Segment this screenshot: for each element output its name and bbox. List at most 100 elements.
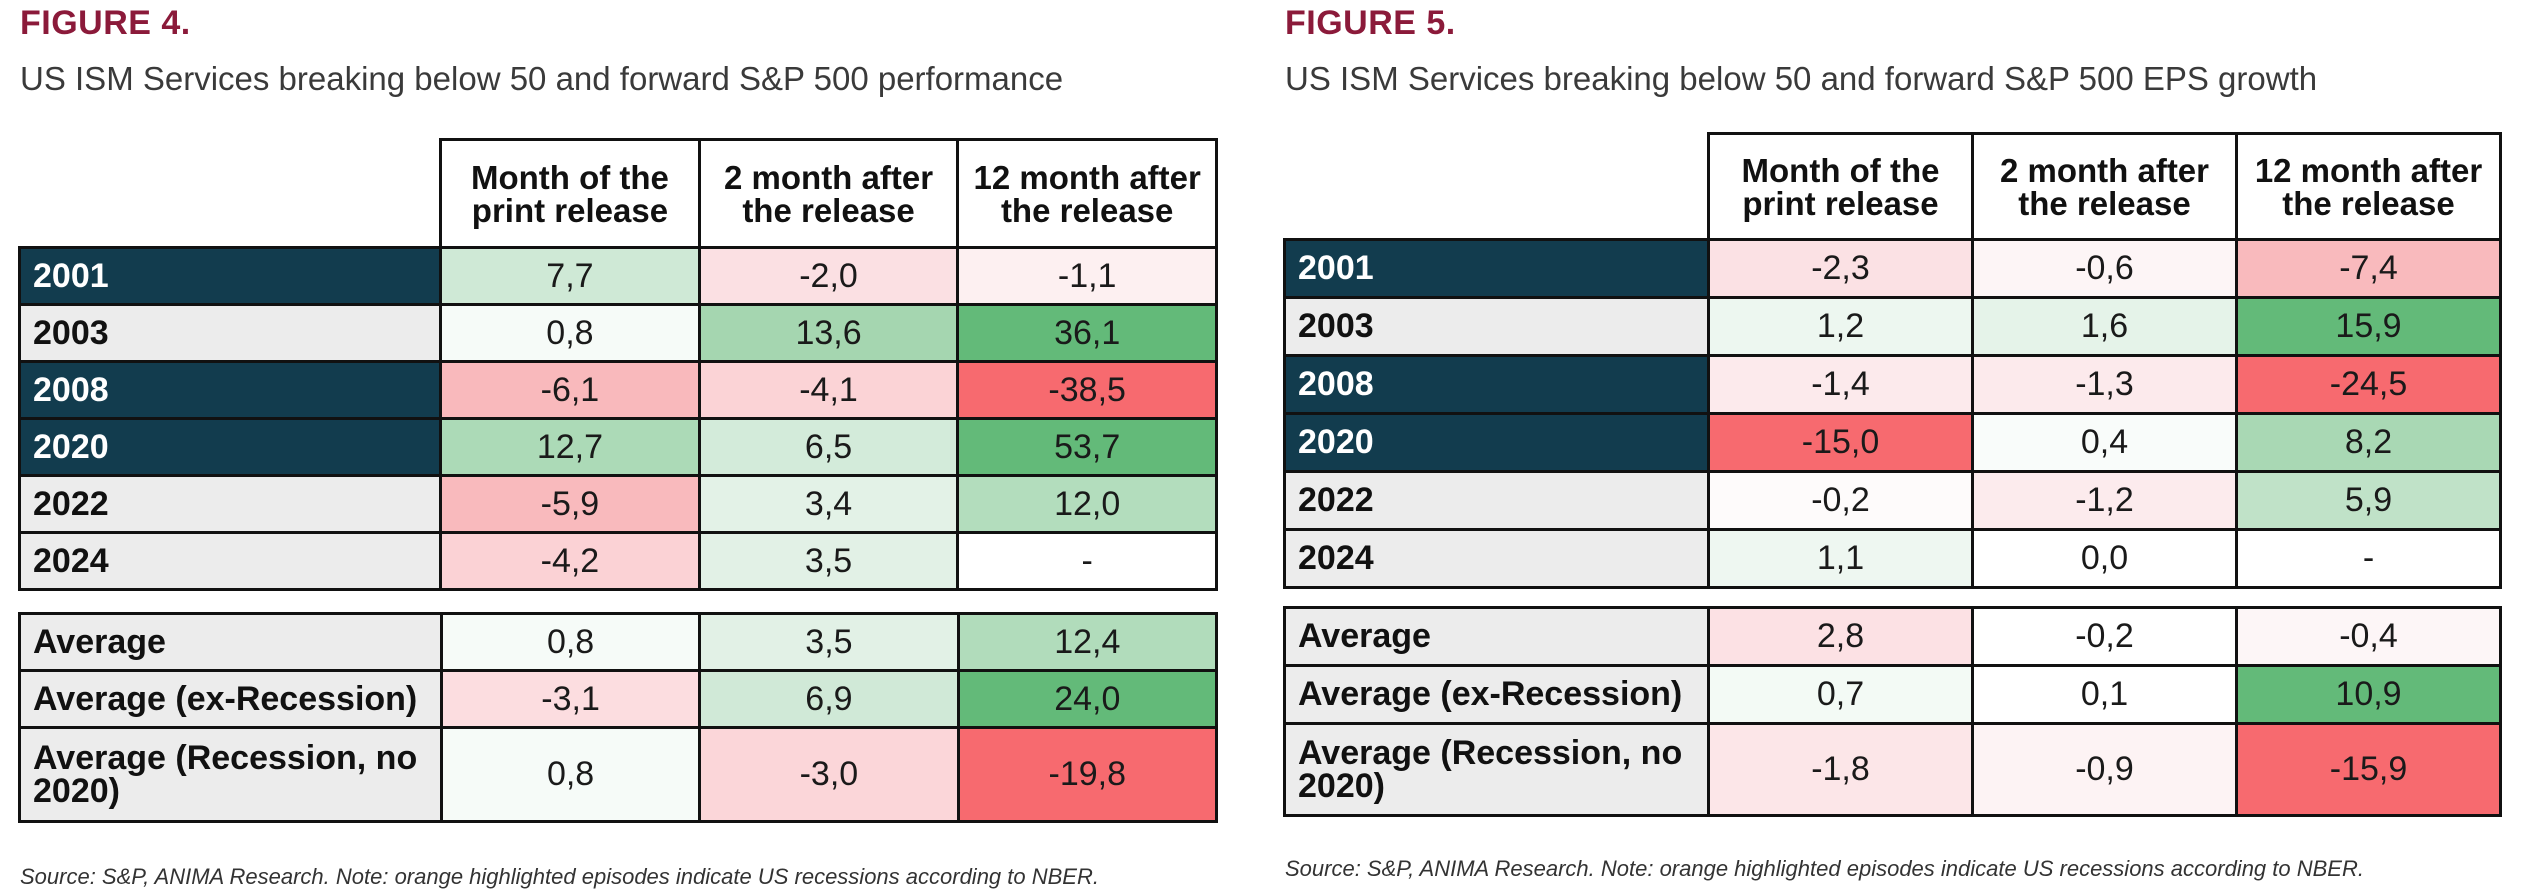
row-label: Average (Recession, no 2020): [1283, 722, 1710, 817]
table-row: 2022 -5,9 3,4 12,0: [17, 474, 1218, 534]
column-header: Month of the print release: [439, 138, 701, 249]
value-cell: 0,8: [439, 726, 702, 823]
value-cell: 0,4: [1971, 412, 2238, 473]
table-row: 2003 1,2 1,6 15,9: [1283, 296, 2502, 357]
value-cell: -0,2: [1971, 606, 2238, 667]
value-cell: 0,0: [1971, 528, 2238, 589]
header-blank-cell: [19, 139, 443, 249]
row-label: 2001: [17, 246, 443, 306]
value-cell: 0,8: [439, 303, 701, 363]
summary-table: Average 2,8 -0,2 -0,4 Average (ex-Recess…: [1283, 606, 2502, 817]
column-header: Month of the print release: [1707, 132, 1974, 241]
figure-label: FIGURE 5.: [1285, 4, 1456, 42]
column-header: 12 month after the release: [2235, 132, 2502, 241]
table-row: 2001 7,7 -2,0 -1,1: [17, 246, 1218, 306]
value-cell: -0,9: [1971, 722, 2238, 817]
value-cell: 36,1: [956, 303, 1218, 363]
row-label: 2008: [1283, 354, 1710, 415]
value-cell: 3,5: [697, 531, 960, 591]
summary-table: Average 0,8 3,5 12,4 Average (ex-Recessi…: [18, 612, 1219, 823]
value-cell: -1,8: [1707, 722, 1974, 817]
row-label: 2001: [1283, 238, 1710, 299]
value-cell: -3,1: [439, 669, 702, 729]
value-cell: 8,2: [2235, 412, 2502, 473]
column-header: 12 month after the release: [956, 138, 1218, 249]
value-cell: 53,7: [956, 417, 1218, 477]
value-cell: -0,4: [2235, 606, 2502, 667]
value-cell: 6,5: [697, 417, 960, 477]
table-row: 2008 -6,1 -4,1 -38,5: [17, 360, 1218, 420]
value-cell: 0,7: [1707, 664, 1974, 725]
value-cell: 13,6: [697, 303, 960, 363]
column-header: 2 month after the release: [1971, 132, 2238, 241]
figure-subtitle: US ISM Services breaking below 50 and fo…: [20, 60, 1064, 97]
value-cell: -19,8: [956, 726, 1219, 823]
value-cell: 2,8: [1707, 606, 1974, 667]
row-label: 2022: [1283, 470, 1710, 531]
row-label: Average (ex-Recession): [1283, 664, 1710, 725]
value-cell: -0,2: [1707, 470, 1974, 531]
value-cell: -3,0: [698, 726, 960, 823]
row-label: Average (ex-Recession): [18, 669, 443, 729]
row-label: Average: [1283, 606, 1710, 667]
value-cell: -1,3: [1971, 354, 2238, 415]
table-row: 2024 1,1 0,0 -: [1283, 528, 2502, 589]
table-row: 2020 -15,0 0,4 8,2: [1283, 412, 2502, 473]
summary-row: Average 2,8 -0,2 -0,4: [1283, 606, 2502, 667]
source-note: Source: S&P, ANIMA Research. Note: orang…: [20, 864, 1099, 889]
value-cell: -24,5: [2235, 354, 2502, 415]
table-row: 2003 0,8 13,6 36,1: [17, 303, 1218, 363]
value-cell: 12,4: [956, 612, 1219, 672]
value-cell: 12,0: [956, 474, 1218, 534]
table-row: 2020 12,7 6,5 53,7: [17, 417, 1218, 477]
row-label: Average: [18, 612, 443, 672]
row-label: 2008: [17, 360, 443, 420]
value-cell: -: [956, 531, 1218, 591]
value-cell: 5,9: [2235, 470, 2502, 531]
value-cell: 12,7: [439, 417, 701, 477]
row-label: 2024: [17, 531, 443, 591]
value-cell: 15,9: [2235, 296, 2502, 357]
value-cell: 10,9: [2235, 664, 2502, 725]
column-header: 2 month after the release: [697, 138, 960, 249]
value-cell: 1,6: [1971, 296, 2238, 357]
value-cell: -5,9: [439, 474, 701, 534]
header-row: Month of the print release 2 month after…: [1284, 132, 2502, 241]
value-cell: -6,1: [439, 360, 701, 420]
value-cell: 0,1: [1971, 664, 2238, 725]
table-row: 2008 -1,4 -1,3 -24,5: [1283, 354, 2502, 415]
value-cell: -2,0: [697, 246, 960, 306]
value-cell: -38,5: [956, 360, 1218, 420]
value-cell: -1,4: [1707, 354, 1974, 415]
row-label: 2003: [1283, 296, 1710, 357]
row-label: 2020: [1283, 412, 1710, 473]
value-cell: -: [2235, 528, 2502, 589]
summary-row: Average (ex-Recession) 0,7 0,1 10,9: [1283, 664, 2502, 725]
main-table: Month of the print release 2 month after…: [17, 138, 1218, 591]
value-cell: -7,4: [2235, 238, 2502, 299]
row-label: 2022: [17, 474, 443, 534]
figure-label: FIGURE 4.: [20, 4, 191, 42]
row-label: 2024: [1283, 528, 1710, 589]
value-cell: 24,0: [956, 669, 1219, 729]
value-cell: -4,2: [439, 531, 701, 591]
summary-row: Average (ex-Recession) -3,1 6,9 24,0: [18, 669, 1219, 729]
value-cell: 1,2: [1707, 296, 1974, 357]
summary-row: Average 0,8 3,5 12,4: [18, 612, 1219, 672]
source-note: Source: S&P, ANIMA Research. Note: orang…: [1285, 856, 2364, 881]
value-cell: 7,7: [439, 246, 701, 306]
value-cell: 3,5: [698, 612, 960, 672]
value-cell: 0,8: [439, 612, 702, 672]
table-row: 2024 -4,2 3,5 -: [17, 531, 1218, 591]
row-label: 2003: [17, 303, 443, 363]
summary-row: Average (Recession, no 2020) -1,8 -0,9 -…: [1283, 722, 2502, 817]
value-cell: -15,9: [2235, 722, 2502, 817]
header-row: Month of the print release 2 month after…: [19, 138, 1218, 249]
header-blank-cell: [1284, 133, 1710, 241]
value-cell: -15,0: [1707, 412, 1974, 473]
main-table: Month of the print release 2 month after…: [1283, 132, 2502, 589]
value-cell: -0,6: [1971, 238, 2238, 299]
table-row: 2022 -0,2 -1,2 5,9: [1283, 470, 2502, 531]
value-cell: -1,2: [1971, 470, 2238, 531]
summary-row: Average (Recession, no 2020) 0,8 -3,0 -1…: [18, 726, 1219, 823]
